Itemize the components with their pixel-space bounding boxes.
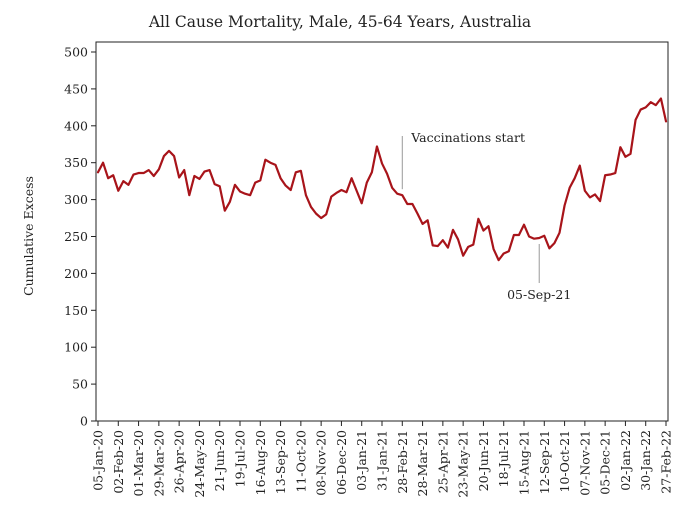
x-tick-label: 19-Jul-20 (233, 430, 248, 487)
y-tick-label: 300 (64, 192, 88, 207)
x-tick-label: 27-Feb-22 (659, 430, 674, 494)
y-tick-label: 350 (64, 155, 88, 170)
x-tick-label: 05-Jan-20 (91, 430, 106, 491)
x-tick-label: 18-Jul-21 (496, 430, 511, 487)
y-tick-label: 500 (64, 45, 88, 60)
x-tick-label: 03-Jan-21 (354, 430, 369, 491)
x-tick-label: 16-Aug-20 (253, 430, 268, 495)
x-tick-label: 20-Jun-21 (476, 430, 491, 491)
x-tick-label: 24-May-20 (192, 430, 207, 498)
x-tick-label: 05-Dec-21 (598, 430, 613, 495)
y-tick-label: 150 (64, 303, 88, 318)
series-layer (96, 97, 668, 262)
y-tick-label: 250 (64, 229, 88, 244)
x-tick-label: 23-May-21 (456, 430, 471, 498)
y-tick-label: 400 (64, 118, 88, 133)
x-tick-label: 15-Aug-21 (517, 430, 532, 495)
x-tick-label: 25-Apr-21 (435, 430, 450, 493)
x-tick-label: 02-Jan-22 (618, 430, 633, 491)
annotation-layer: Vaccinations start 05-Sep-21 (401, 130, 571, 302)
x-tick-label: 12-Sep-21 (537, 430, 552, 494)
y-axis: 0 50 100 150 200 250 300 350 400 450 500 (64, 45, 96, 429)
x-tick-label: 21-Jun-20 (212, 430, 227, 491)
y-tick-label: 0 (80, 414, 88, 429)
y-tick-label: 450 (64, 81, 88, 96)
x-tick-label: 28-Mar-21 (415, 430, 430, 497)
series-line (96, 97, 668, 262)
annotation-05-sep-21: 05-Sep-21 (507, 287, 571, 302)
x-tick-label: 07-Nov-21 (577, 430, 592, 496)
x-tick-label: 01-Mar-20 (131, 430, 146, 497)
y-axis-label: Cumulative Excess (21, 176, 36, 296)
x-tick-label: 30-Jan-22 (638, 430, 653, 491)
x-tick-label: 29-Mar-20 (151, 430, 166, 497)
chart-title: All Cause Mortality, Male, 45-64 Years, … (148, 13, 531, 31)
x-tick-label: 13-Sep-20 (273, 430, 288, 494)
x-tick-label: 08-Nov-20 (314, 430, 329, 496)
x-tick-label: 06-Dec-20 (334, 430, 349, 495)
y-tick-label: 50 (72, 377, 88, 392)
x-tick-label: 11-Oct-20 (293, 430, 308, 493)
x-tick-label: 10-Oct-21 (557, 430, 572, 493)
y-tick-label: 100 (64, 340, 88, 355)
x-tick-label: 02-Feb-20 (111, 430, 126, 494)
x-axis: 05-Jan-20 02-Feb-20 01-Mar-20 29-Mar-20 26-A… (91, 421, 674, 498)
y-tick-label: 200 (64, 266, 88, 281)
annotation-vaccinations-start: Vaccinations start (410, 130, 525, 145)
x-tick-label: 28-Feb-21 (395, 430, 410, 494)
x-tick-label: 31-Jan-21 (375, 430, 390, 491)
x-tick-label: 26-Apr-20 (172, 430, 187, 493)
